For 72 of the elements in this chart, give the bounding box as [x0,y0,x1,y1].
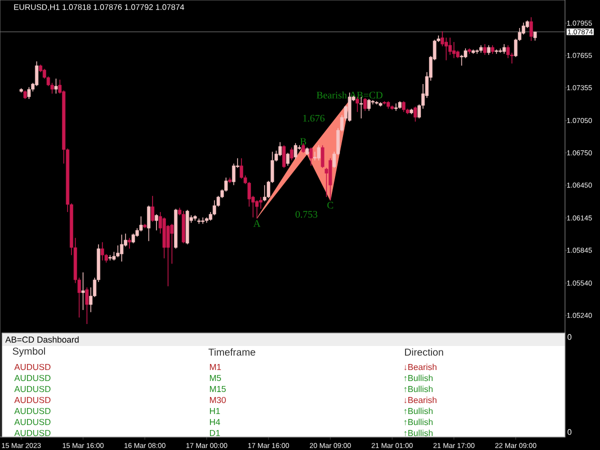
candlestick [197,218,201,224]
candlestick [120,234,124,262]
candlestick [394,102,398,112]
annotation: AUDUSD [14,396,50,404]
candlestick [414,106,417,122]
annotation: AUDUSD [14,374,50,382]
candlestick [85,286,89,324]
data-label: B [300,138,306,145]
candlestick [81,272,85,310]
category-label: Timeframe [208,348,256,356]
candlestick [444,37,448,61]
candlestick [460,54,464,66]
candlestick [440,30,444,47]
category-label: Symbol [12,347,45,357]
annotation: ↓Bearish [404,364,436,370]
annotation: M15 [210,386,226,392]
candlestick [452,42,456,59]
annotation: H1 [210,408,220,414]
annotation: H4 [210,419,220,425]
text: 0 [568,334,572,340]
annotation: AUDUSD [14,364,50,370]
candlestick [294,142,298,160]
candlestick [367,98,371,112]
annotation: AUDUSD [14,408,50,414]
candlestick [116,245,120,258]
text: 0 [568,429,572,435]
data-label: A [253,220,260,227]
candlestick [363,98,367,112]
data-label: C [327,202,334,209]
candlestick [154,214,158,231]
annotation: 0.753 [296,210,318,218]
text: AB=CD Dashboard [5,336,79,343]
candlestick [35,60,38,87]
annotation: ↑Bullish [404,408,433,414]
candlestick [150,195,154,222]
candlestick [320,144,324,168]
candlestick [502,44,506,54]
candlestick [313,151,317,161]
annotation: ↓Bearish [404,396,436,404]
candlestick [533,31,537,42]
annotation: D1 [210,430,220,436]
chart-title: EURUSD,H1 1.07818 1.07876 1.07792 1.07874 [14,4,184,11]
candlestick [108,254,112,261]
candlestick [54,78,58,94]
candlestick [255,200,259,219]
candlestick [100,242,104,261]
candlestick [282,144,286,168]
candlestick [286,152,290,166]
annotation: M5 [210,374,221,382]
candlestick [483,44,487,56]
candlestick [309,147,313,166]
candlestick [27,86,31,100]
candlestick [348,92,352,122]
candlestick [262,184,266,202]
candlestick [402,100,406,112]
candlestick [290,147,294,161]
annotation: AUDUSD [14,430,50,436]
annotation: ↑Bullish [404,386,433,392]
candlestick [317,144,320,161]
candlestick [487,44,490,56]
annotation: ↑Bullish [404,430,433,436]
candlestick [530,16,533,42]
candlestick [147,205,150,242]
annotation: M1 [210,364,221,370]
annotation: ↑Bullish [404,374,433,382]
category-label: Direction [405,348,444,356]
annotation: ↑Bullish [404,418,433,426]
annotation: M30 [210,396,226,404]
annotation: 1.676 [303,114,325,122]
annotation: AUDUSD [14,386,50,392]
annotation: AUDUSD [14,418,50,426]
candlestick [128,237,132,250]
